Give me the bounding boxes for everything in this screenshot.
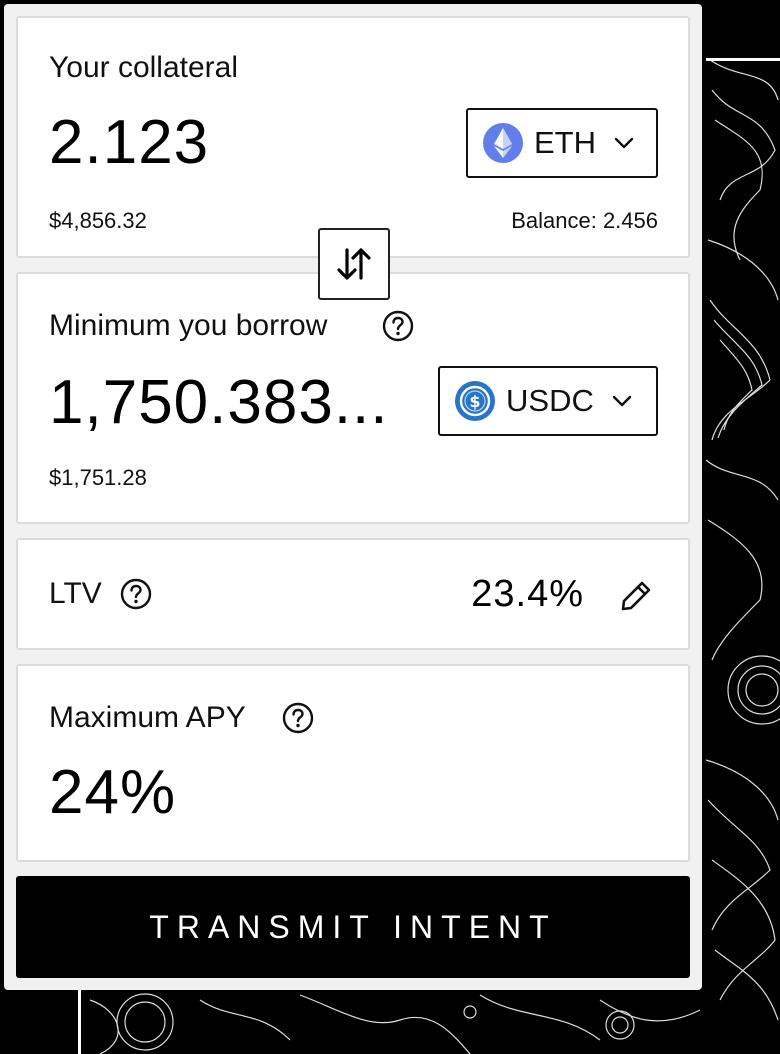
svg-text:$: $ bbox=[469, 392, 480, 411]
borrow-card: Minimum you borrow 1,750.383... $ USDC $… bbox=[16, 272, 690, 524]
apy-card: Maximum APY 24% bbox=[16, 664, 690, 862]
apy-label: Maximum APY bbox=[49, 701, 246, 734]
ltv-label: LTV bbox=[49, 577, 102, 610]
pencil-icon[interactable] bbox=[618, 578, 654, 614]
chevron-down-icon bbox=[614, 137, 634, 149]
collateral-token-symbol: ETH bbox=[534, 125, 596, 160]
borrow-token-select[interactable]: $ USDC bbox=[438, 366, 658, 436]
swap-arrows-icon bbox=[337, 248, 371, 280]
transmit-intent-button[interactable]: TRANSMIT INTENT bbox=[16, 876, 690, 978]
ethereum-icon bbox=[483, 123, 523, 163]
help-icon[interactable] bbox=[282, 702, 314, 734]
borrow-usd-value: $1,751.28 bbox=[49, 465, 147, 490]
ltv-value: 23.4% bbox=[471, 573, 584, 615]
collateral-token-select[interactable]: ETH bbox=[466, 108, 658, 178]
ltv-card: LTV 23.4% bbox=[16, 538, 690, 650]
help-icon[interactable] bbox=[120, 578, 152, 610]
collateral-balance[interactable]: Balance: 2.456 bbox=[511, 208, 658, 233]
borrow-amount-input[interactable]: 1,750.383... bbox=[49, 368, 389, 437]
borrow-label: Minimum you borrow bbox=[49, 309, 328, 342]
usdc-icon: $ bbox=[455, 381, 495, 421]
chevron-down-icon bbox=[612, 395, 632, 407]
borrow-token-symbol: USDC bbox=[506, 383, 594, 418]
help-icon[interactable] bbox=[382, 310, 414, 342]
collateral-card: Your collateral 2.123 ETH $4,856.32 Bala… bbox=[16, 16, 690, 258]
collateral-amount-input[interactable]: 2.123 bbox=[49, 108, 210, 177]
collateral-usd-value: $4,856.32 bbox=[49, 208, 147, 233]
collateral-label: Your collateral bbox=[49, 51, 239, 84]
apy-value: 24% bbox=[49, 758, 177, 827]
swap-button[interactable] bbox=[318, 228, 390, 300]
